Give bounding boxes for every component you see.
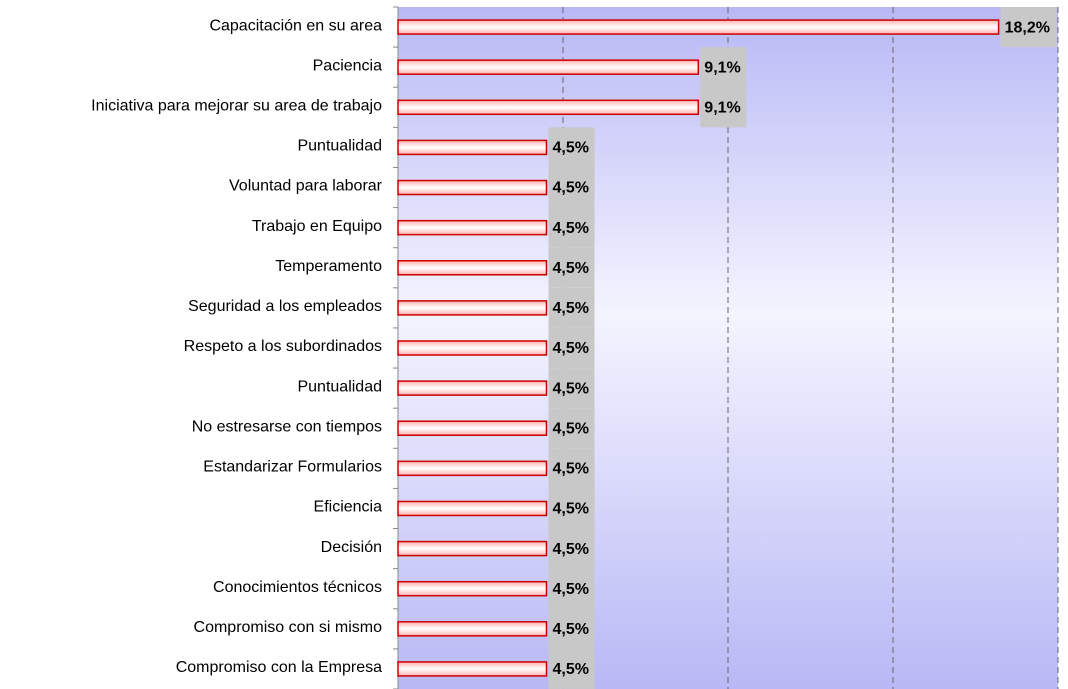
value-label: 4,5% [553,180,589,197]
value-label: 4,5% [553,380,589,397]
bar [397,661,548,677]
bar [397,540,548,557]
y-tick-label: Respeto a los subordinados [184,338,382,355]
value-label-box [548,608,595,649]
value-label-box [548,408,595,449]
bar [397,500,548,517]
y-tick-label: No estresarse con tiempos [192,418,382,435]
value-label-box [700,87,747,128]
y-tick-label: Voluntad para laborar [229,178,383,195]
y-tick-label: Estandarizar Formularios [203,459,382,476]
y-tick-label: Conocimientos técnicos [213,579,382,596]
bar [397,380,548,396]
value-label-box [548,448,595,489]
value-label-box [548,488,595,529]
value-label-box [548,528,595,569]
value-label: 4,5% [553,541,589,558]
value-label: 9,1% [704,59,740,76]
y-tick-label: Trabajo en Equipo [252,218,382,235]
value-label: 4,5% [553,300,589,317]
value-label-box [1000,7,1057,48]
value-label: 18,2% [1005,19,1050,36]
value-label-box [548,287,595,328]
value-label-box [548,328,595,368]
bar [397,300,548,316]
y-tick-label: Capacitación en su area [209,17,382,34]
value-label: 4,5% [553,581,589,598]
bar [397,460,548,477]
value-label-box [548,127,595,168]
y-tick-label: Iniciativa para mejorar su area de traba… [91,98,382,115]
bar [397,139,548,156]
value-label: 4,5% [553,220,589,237]
value-label: 4,5% [553,661,589,678]
y-tick-label: Compromiso con si mismo [194,619,383,636]
value-label: 4,5% [553,501,589,518]
value-label: 4,5% [553,461,589,478]
bar [397,99,700,116]
value-label: 9,1% [704,100,740,117]
bar [397,580,548,597]
bar [397,19,1000,35]
value-label: 4,5% [553,420,589,437]
value-label-box [548,247,595,288]
value-label-box [548,167,595,208]
bar [397,59,700,75]
value-label-box [548,568,595,609]
y-tick-label: Compromiso con la Empresa [176,659,382,676]
bar [397,621,548,637]
value-label-box [548,648,595,689]
y-tick-label: Temperamento [275,258,382,275]
bar [397,260,548,276]
value-label: 4,5% [553,340,589,357]
value-label-box [548,368,595,409]
y-tick-label: Decisión [321,539,382,556]
bar [397,179,548,196]
value-label: 4,5% [553,140,589,157]
value-label: 4,5% [553,621,589,638]
y-tick-label: Eficiencia [314,499,383,516]
bar [397,340,548,356]
value-label-box [700,47,747,88]
bar [397,219,548,236]
y-tick-label: Puntualidad [297,378,382,395]
y-tick-label: Paciencia [313,57,382,74]
y-tick-label: Seguridad a los empleados [188,298,382,315]
bar [397,420,548,436]
value-label: 4,5% [553,260,589,277]
y-tick-label: Puntualidad [297,138,382,155]
value-label-box [548,207,595,248]
